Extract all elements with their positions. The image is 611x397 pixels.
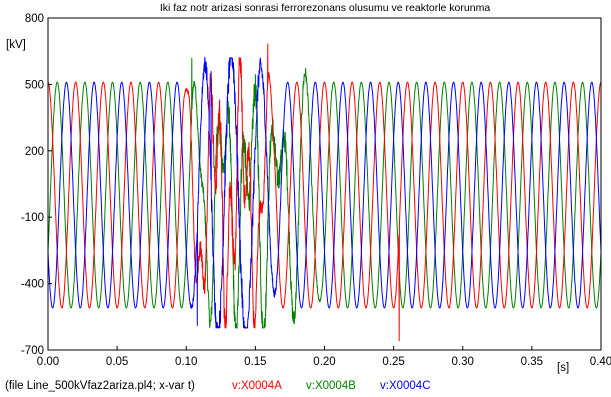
y-tick-label: 500 [25,79,44,91]
x-tick-label: 0.25 [382,356,404,368]
x-tick-label: 0.40 [590,356,611,368]
x-tick-label: 0.35 [521,356,543,368]
legend-series-c: v:X0004C [380,380,431,392]
x-tick-label: 0.00 [37,356,59,368]
x-tick-label: 0.10 [175,356,197,368]
x-tick-label: 0.30 [452,356,474,368]
y-axis-unit-label: [kV] [6,39,26,51]
series-line-vx0004a [47,43,602,342]
file-info-label: (file Line_500kVfaz2ariza.pl4; x-var t) [5,380,195,392]
legend-series-b: v:X0004B [306,380,356,392]
plot-area [47,43,602,342]
plot-frame [47,17,602,351]
y-tick-label: -400 [21,279,44,291]
series-line-vx0004b [47,57,602,329]
x-tick-label: 0.20 [313,356,335,368]
chart-title: Iki faz notr arizasi sonrasi ferrorezona… [160,2,490,14]
y-tick-label: -700 [21,345,44,357]
series-line-vx0004c [47,56,602,330]
legend-series-a: v:X0004A [232,380,282,392]
y-tick-label: 200 [25,146,44,158]
y-tick-label: -100 [21,212,44,224]
x-tick-label: 0.05 [106,356,128,368]
x-tick-label: 0.15 [244,356,266,368]
x-axis-unit-label: [s] [557,362,569,374]
axes: 0.00 0.05 0.10 0.15 0.20 0.25 0.30 0.35 0.40 -700… [21,13,611,368]
y-tick-label: 800 [25,13,44,25]
